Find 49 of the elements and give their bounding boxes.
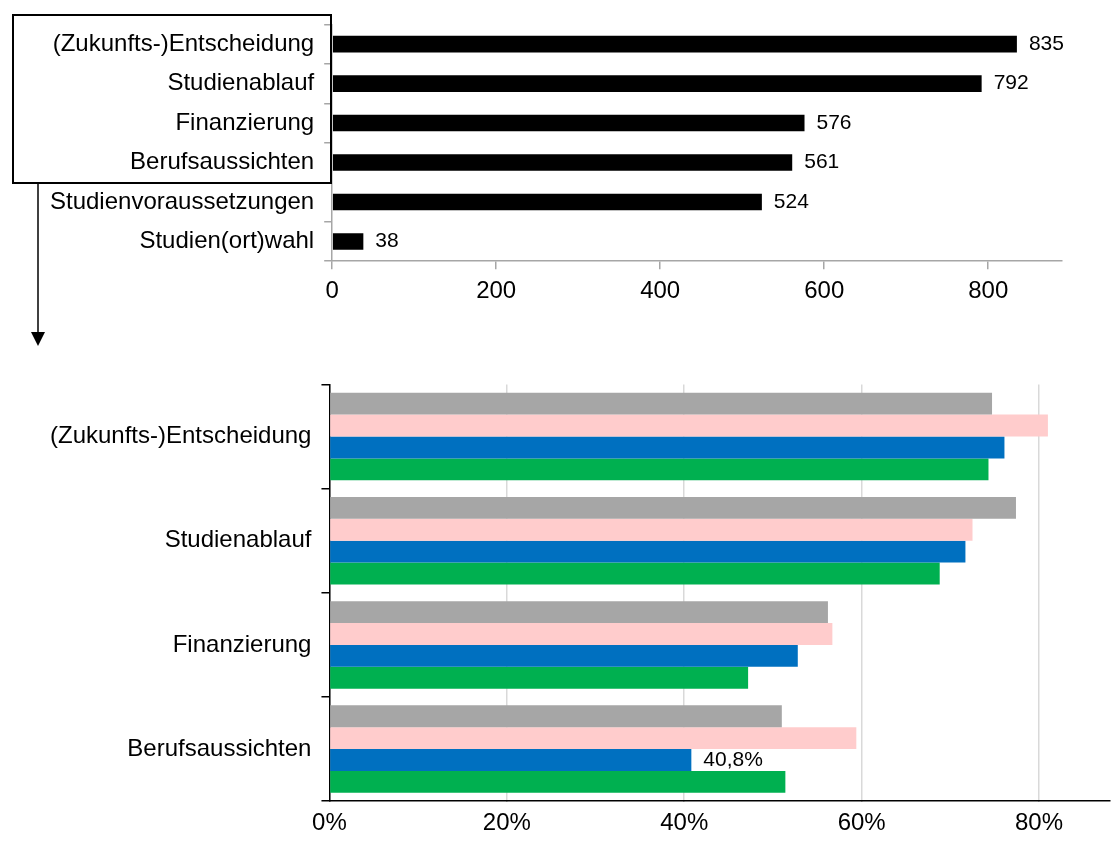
bar: [330, 562, 940, 585]
bar: [332, 35, 1017, 53]
bar: [330, 601, 828, 624]
x-tick-label: 800: [968, 276, 1009, 304]
data-label: 792: [993, 70, 1029, 94]
y-tick-label: Finanzierung: [175, 107, 315, 135]
bar: [330, 623, 833, 645]
bar: [330, 540, 966, 563]
bar: [330, 496, 1016, 519]
y-tick-label: Studienvoraussetzungen: [50, 186, 315, 214]
x-tick-label: 400: [640, 276, 681, 304]
bar: [330, 392, 993, 415]
x-tick-label: 0: [325, 276, 339, 304]
x-tick-label: 60%: [837, 808, 886, 836]
bar: [330, 770, 786, 793]
bar: [332, 193, 762, 211]
y-tick-label: Studienablauf: [167, 68, 315, 96]
data-label: 576: [816, 109, 852, 133]
y-tick-label: Berufsaussichten: [127, 733, 312, 761]
bar: [332, 114, 805, 132]
x-tick-label: 20%: [482, 808, 531, 836]
x-tick-label: 40%: [660, 808, 709, 836]
data-label: 835: [1028, 30, 1064, 54]
y-tick-label: Studienablauf: [164, 525, 312, 553]
y-tick-label: Berufsaussichten: [130, 147, 315, 175]
bar: [330, 727, 857, 750]
y-tick-label: Studien(ort)wahl: [139, 226, 315, 254]
bar: [330, 749, 692, 771]
bar: [330, 705, 782, 728]
x-tick-label: 0%: [312, 808, 347, 836]
bar: [330, 436, 1005, 459]
bar: [330, 414, 1048, 437]
data-label: 40,8%: [703, 746, 763, 770]
bar: [330, 518, 973, 541]
data-label: 561: [804, 149, 840, 173]
y-tick-label: (Zukunfts-)Entscheidung: [49, 421, 312, 449]
y-tick-label: (Zukunfts-)Entscheidung: [52, 28, 315, 56]
bar: [332, 154, 793, 171]
x-tick-label: 200: [476, 276, 517, 304]
data-label: 524: [773, 188, 810, 212]
data-label: 38: [375, 228, 399, 252]
bar: [332, 75, 982, 92]
bar: [330, 644, 798, 667]
bar: [330, 666, 749, 689]
bar: [330, 458, 989, 481]
x-tick-label: 600: [804, 276, 845, 304]
x-tick-label: 80%: [1015, 808, 1064, 836]
y-tick-label: Finanzierung: [172, 629, 312, 657]
bar: [332, 233, 364, 250]
